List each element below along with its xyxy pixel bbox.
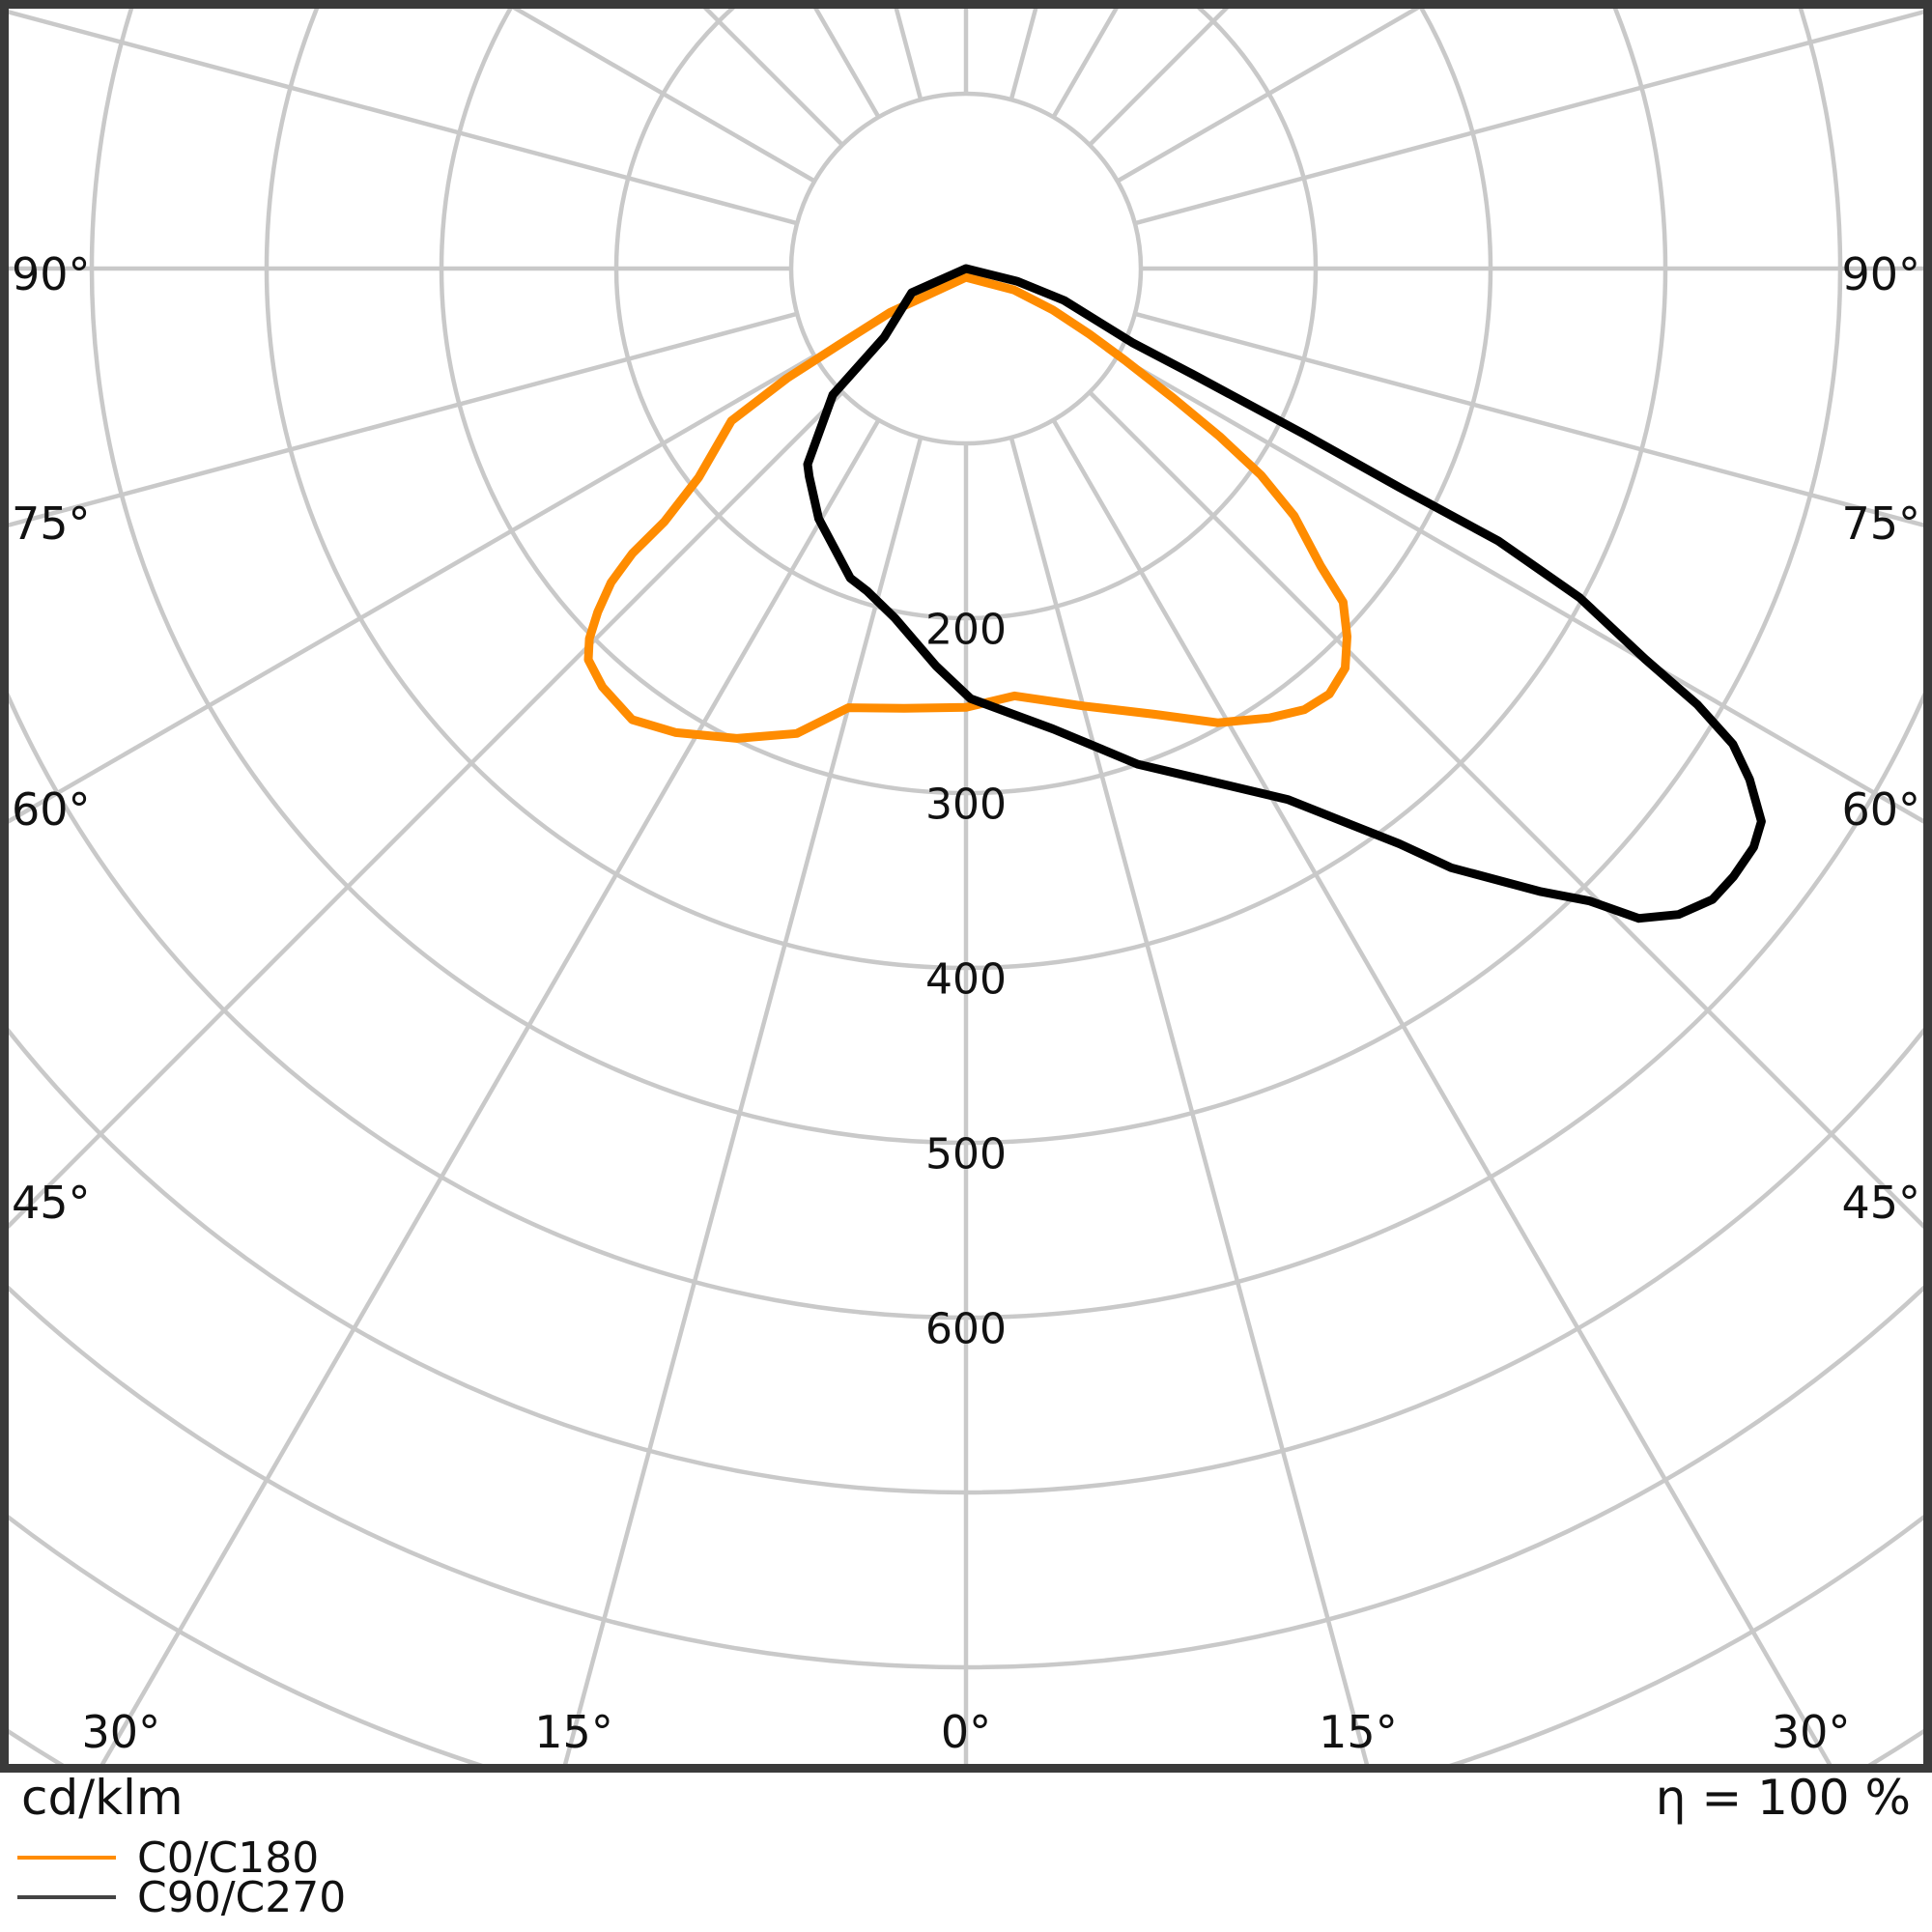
legend: C0/C180 C90/C270 [17, 1833, 346, 1922]
plot-border [0, 0, 1932, 1773]
legend-label-c90-c270: C90/C270 [137, 1873, 346, 1922]
angle-label-left-60: 60° [12, 783, 91, 836]
grid-spoke-30 [1051, 418, 1833, 1765]
efficiency-label: η = 100 % [1656, 1770, 1911, 1826]
angle-label-right-45: 45° [1841, 1177, 1920, 1229]
grid-spoke-285 [9, 311, 798, 527]
ring-label-400: 400 [925, 955, 1007, 1005]
ring-label-600: 600 [925, 1305, 1007, 1354]
ring-label-500: 500 [925, 1130, 1007, 1179]
angle-label-left-90: 90° [12, 248, 91, 300]
angle-label-right-90: 90° [1841, 248, 1920, 300]
grid-spoke-75 [1134, 311, 1923, 527]
legend-label-c0-c180: C0/C180 [137, 1833, 319, 1883]
intensity-curves [583, 264, 1766, 923]
grid-spoke-15 [1009, 437, 1370, 1765]
grid-spoke-345 [562, 437, 923, 1765]
angle-label-left-45: 45° [12, 1177, 91, 1229]
angle-label-right-75: 75° [1841, 497, 1920, 550]
grid-spoke-255 [9, 10, 798, 226]
axis-labels: 90° 90° 75° 75° 60° 60° 45° 45° 30° 15° 0° 15° 30° 20… [12, 248, 1920, 1758]
grid-spoke-105 [1134, 10, 1923, 226]
grid-spoke-45 [1088, 390, 1923, 1230]
curve-c90-c270 [803, 264, 1766, 923]
grid-spoke-330 [99, 418, 881, 1765]
angle-label-bottom-15: 15° [1319, 1706, 1398, 1758]
grid-spoke-315 [9, 390, 844, 1230]
ring-label-200: 200 [925, 606, 1007, 655]
ring-label-300: 300 [925, 781, 1007, 830]
angle-label-bottom-0: 0° [941, 1706, 991, 1758]
angle-label-right-60: 60° [1841, 783, 1920, 836]
unit-label: cd/klm [21, 1770, 184, 1826]
grid-spoke-300 [9, 354, 816, 824]
angle-label-bottom--15: 15° [534, 1706, 613, 1758]
grid-spoke-60 [1116, 354, 1923, 824]
angle-label-bottom--30: 30° [82, 1706, 161, 1758]
angle-label-bottom-30: 30° [1772, 1706, 1851, 1758]
angle-label-left-75: 75° [12, 497, 91, 550]
